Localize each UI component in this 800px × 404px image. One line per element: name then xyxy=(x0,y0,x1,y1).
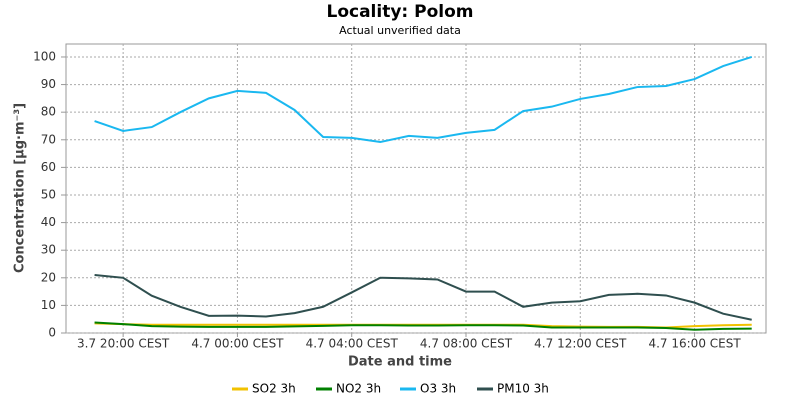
y-tick-label: 100 xyxy=(33,49,56,63)
y-tick-label: 0 xyxy=(48,326,56,340)
x-tick-label: 4.7 12:00 CEST xyxy=(534,337,627,351)
y-tick-label: 10 xyxy=(41,298,56,312)
legend-label: SO2 3h xyxy=(252,382,296,396)
y-tick-label: 90 xyxy=(41,77,56,91)
chart-subtitle: Actual unverified data xyxy=(339,24,461,37)
y-axis-label: Concentration [µg·m⁻³] xyxy=(13,103,28,273)
y-tick-label: 70 xyxy=(41,132,56,146)
series-line xyxy=(94,56,753,144)
y-tick-label: 20 xyxy=(41,270,56,284)
y-tick-label: 60 xyxy=(41,160,56,174)
legend-label: O3 3h xyxy=(420,382,456,396)
y-tick-label: 40 xyxy=(41,215,56,229)
x-tick-label: 3.7 20:00 CEST xyxy=(77,337,170,351)
x-tick-label: 4.7 00:00 CEST xyxy=(191,337,284,351)
series-line xyxy=(94,321,752,331)
series-line xyxy=(94,274,752,321)
chart-title: Locality: Polom xyxy=(327,2,474,22)
x-axis-label: Date and time xyxy=(348,355,452,370)
plot-area xyxy=(65,43,767,334)
y-tick-label: 80 xyxy=(41,105,56,119)
x-tick-label: 4.7 08:00 CEST xyxy=(420,337,513,351)
x-tick-label: 4.7 04:00 CEST xyxy=(306,337,399,351)
x-tick-label: 4.7 16:00 CEST xyxy=(648,337,741,351)
legend-label: NO2 3h xyxy=(336,382,381,396)
y-tick-label: 50 xyxy=(41,187,56,201)
y-tick-label: 30 xyxy=(41,243,56,257)
legend-label: PM10 3h xyxy=(497,382,549,396)
